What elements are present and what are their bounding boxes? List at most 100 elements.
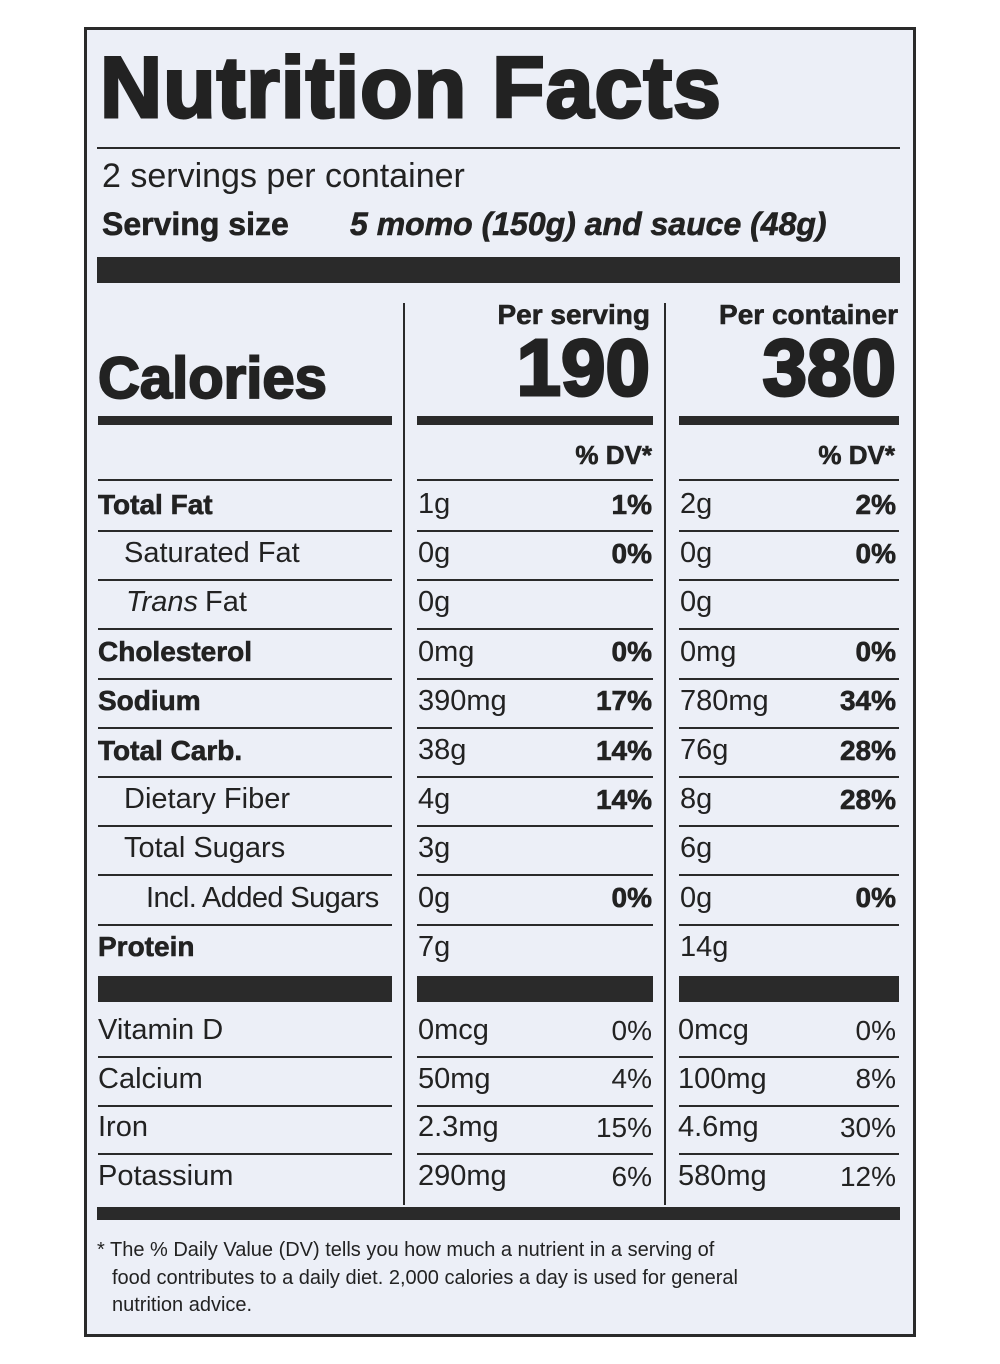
nutrient-name: Sodium <box>98 685 201 717</box>
rule <box>98 825 392 828</box>
column-header: Per serving <box>497 298 650 330</box>
container-amount: 0g <box>680 586 713 619</box>
title: Nutrition Facts <box>99 39 723 136</box>
rule <box>679 874 899 877</box>
container-amount: 8g <box>680 783 713 816</box>
rule <box>417 579 653 582</box>
rule <box>403 303 405 1205</box>
serving-amount: 1g <box>418 488 451 521</box>
nutrient-name: Total Carb. <box>98 734 243 766</box>
vitamin-name: Iron <box>98 1111 148 1144</box>
serving-amount: 0g <box>418 537 451 570</box>
calories-label: Calories <box>97 346 328 412</box>
nutrient-name: Fat <box>205 586 247 619</box>
container-dv: 28% <box>839 734 897 766</box>
serving-dv: 0% <box>611 1014 652 1046</box>
rule <box>417 1104 653 1107</box>
nutrient-name: Saturated Fat <box>124 537 300 570</box>
rule <box>98 628 392 631</box>
serving-dv: 0% <box>611 636 652 668</box>
container-dv: 2% <box>855 488 896 520</box>
serving-amount: 0g <box>418 881 451 914</box>
serving-dv: 6% <box>611 1160 652 1192</box>
nutrient-name: Protein <box>98 931 195 963</box>
rule <box>679 416 899 425</box>
rule <box>664 303 666 1205</box>
serving-dv: 14% <box>595 783 653 815</box>
serving-amount: 0mg <box>418 635 475 668</box>
serving-amount: 4g <box>418 783 451 816</box>
rule <box>679 579 899 582</box>
container-amount: 2g <box>680 488 713 521</box>
container-amount: 14g <box>680 930 729 963</box>
rule <box>98 1153 392 1156</box>
serving-dv: 4% <box>611 1063 652 1095</box>
rule <box>417 530 653 532</box>
serving-size-label: Serving size <box>102 206 289 243</box>
rule <box>679 1153 899 1156</box>
rule <box>98 1056 392 1058</box>
serving-dv: 1% <box>611 488 652 520</box>
footnote-line: * The % Daily Value (DV) tells you how m… <box>97 1239 715 1261</box>
rule <box>417 726 653 729</box>
rule <box>98 1104 392 1107</box>
footnote-line: nutrition advice. <box>112 1294 253 1316</box>
servings: 2 servings per container <box>102 157 465 196</box>
rule <box>417 825 653 828</box>
rule <box>679 677 899 680</box>
serving-dv: 14% <box>595 734 653 766</box>
serving-amount: 2.3mg <box>418 1111 499 1144</box>
serving-amount: 7g <box>418 930 451 963</box>
rule <box>98 677 392 680</box>
nutrient-name-italic: Trans <box>126 586 198 619</box>
container-dv: 0% <box>855 1014 896 1046</box>
container-amount: 100mg <box>678 1062 767 1095</box>
serving-dv: 0% <box>611 882 652 914</box>
footnote-line: food contributes to a daily diet. 2,000 … <box>112 1266 738 1289</box>
container-dv: 0% <box>855 537 896 569</box>
container-amount: 6g <box>680 832 713 865</box>
rule <box>417 776 653 778</box>
serving-amount: 290mg <box>418 1160 507 1193</box>
rule <box>679 1056 899 1058</box>
serving-amount: 0mcg <box>418 1014 489 1047</box>
serving-amount: 390mg <box>418 684 507 717</box>
rule <box>679 976 899 1002</box>
rule <box>679 825 899 828</box>
rule <box>98 579 392 582</box>
serving-amount: 3g <box>418 832 451 865</box>
nutrient-name: Incl. Added Sugars <box>146 881 379 914</box>
rule <box>98 923 392 926</box>
calories-value: 380 <box>761 323 897 412</box>
rule <box>98 479 392 481</box>
serving-dv: 15% <box>595 1112 652 1143</box>
serving-dv: 0% <box>611 537 652 569</box>
rule <box>417 628 653 631</box>
rule <box>679 628 899 631</box>
container-amount: 0mg <box>680 635 737 668</box>
rule <box>98 416 392 425</box>
rule <box>417 416 653 425</box>
dv-header: % DV* <box>575 439 652 470</box>
rule <box>98 976 392 1002</box>
nutrient-name: Cholesterol <box>98 636 253 668</box>
nutrient-name: Total Fat <box>98 488 213 520</box>
vitamin-name: Vitamin D <box>98 1014 224 1047</box>
rule <box>417 479 653 481</box>
vitamin-name: Potassium <box>98 1160 234 1193</box>
nutrient-name: Dietary Fiber <box>124 783 290 816</box>
column-header: Per container <box>719 298 899 330</box>
serving-amount: 38g <box>418 734 467 767</box>
container-dv: 30% <box>839 1112 896 1143</box>
rule <box>679 479 899 481</box>
container-amount: 0g <box>680 881 713 914</box>
rule <box>97 1207 900 1220</box>
container-amount: 0g <box>680 537 713 570</box>
nutrition-label <box>84 27 916 1337</box>
rule <box>98 726 392 729</box>
container-dv: 34% <box>839 685 897 717</box>
rule <box>679 726 899 729</box>
container-dv: 12% <box>839 1160 896 1192</box>
rule <box>417 1153 653 1156</box>
serving-dv: 17% <box>595 685 653 717</box>
